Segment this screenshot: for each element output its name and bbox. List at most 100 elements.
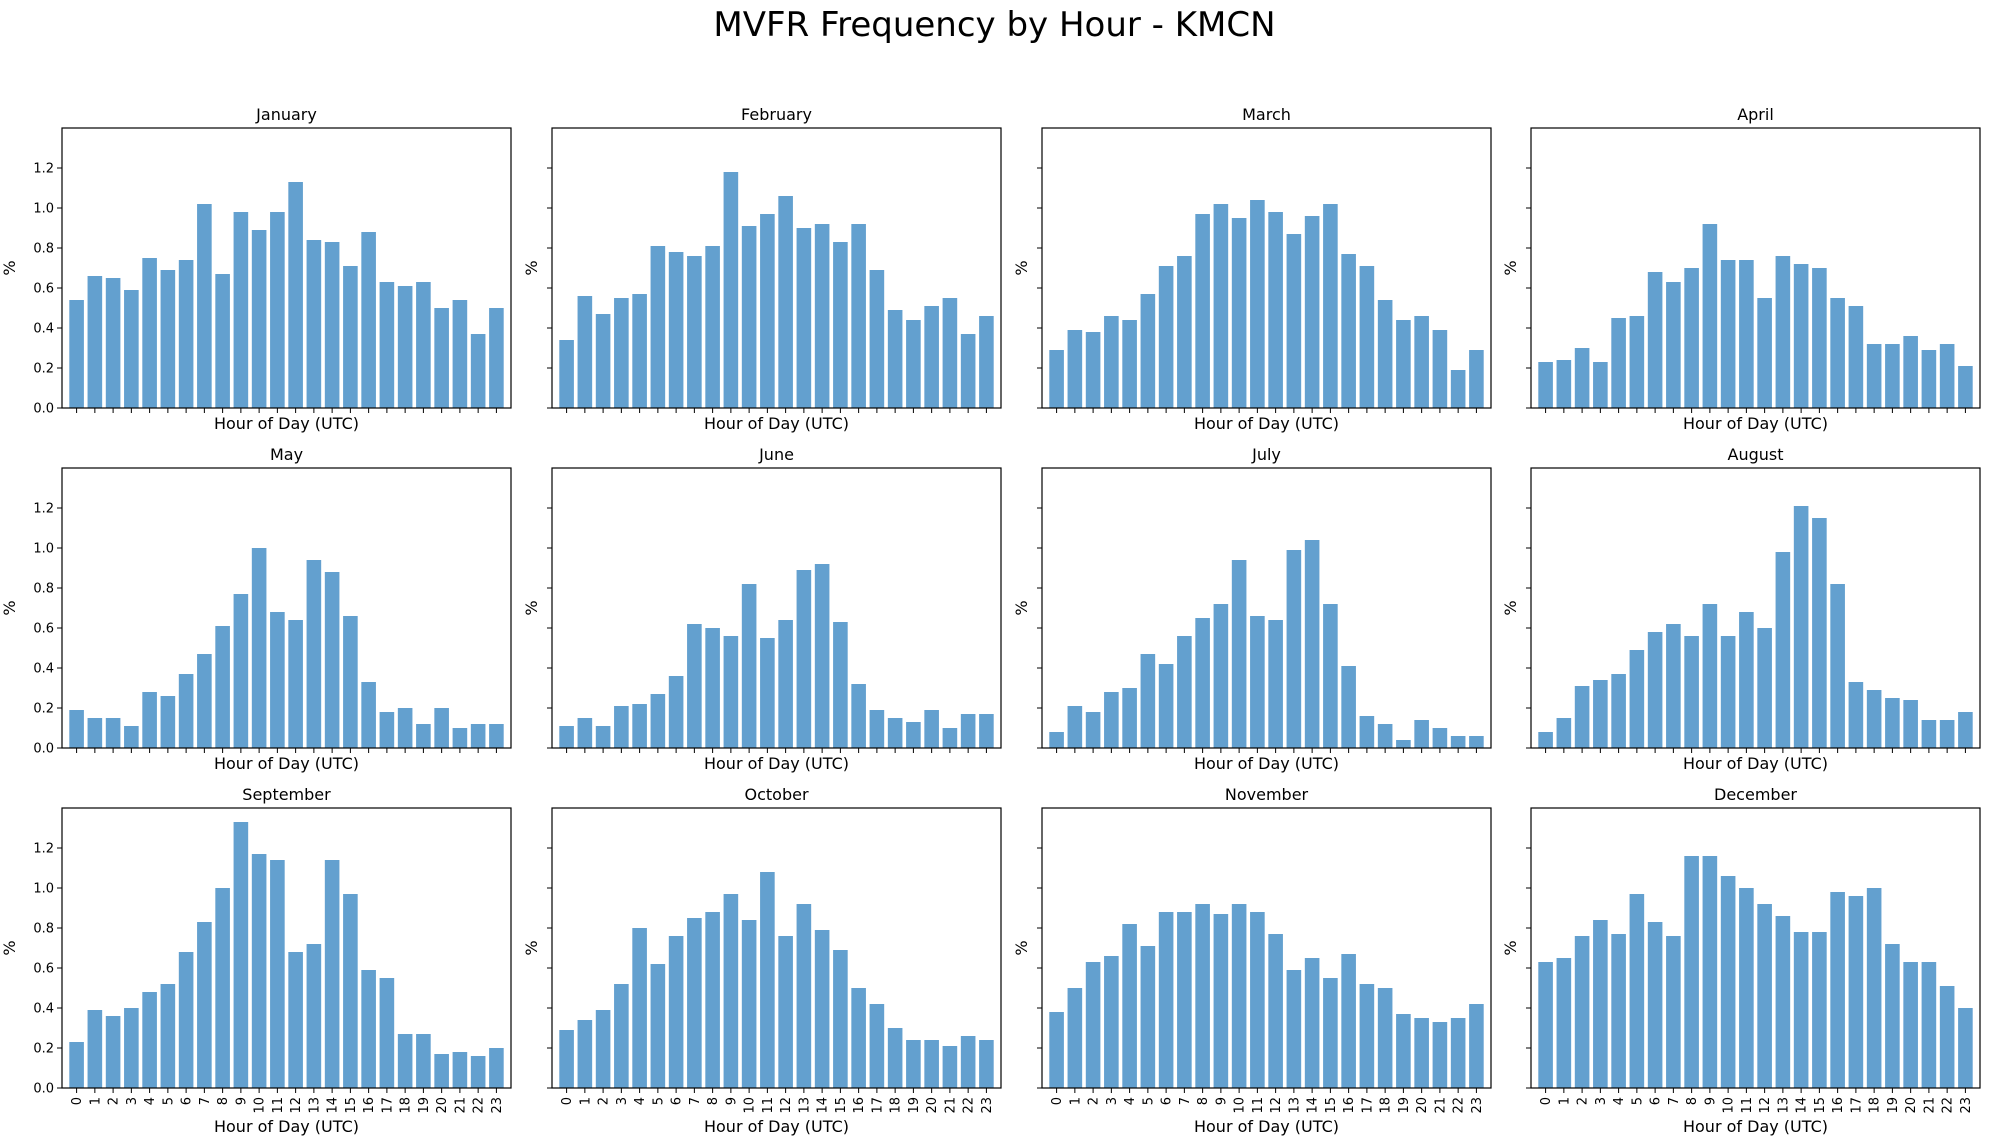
bar [1250, 200, 1265, 408]
bar [650, 694, 666, 748]
bar [343, 266, 358, 408]
bar [1304, 216, 1320, 408]
bar [1793, 506, 1809, 748]
bar [1469, 1004, 1484, 1088]
x-tick-label: 9 [234, 1097, 249, 1105]
bar [559, 340, 574, 408]
x-tick-label: 4 [143, 1097, 158, 1105]
subplot-june: June Hour of Day (UTC)% [522, 445, 1002, 773]
bar [1195, 618, 1210, 748]
bar [1049, 732, 1064, 748]
x-tick-label: 1 [88, 1097, 103, 1105]
bar [489, 1048, 504, 1088]
bar [1885, 944, 1900, 1088]
bar [1958, 366, 1973, 408]
bar [1323, 604, 1338, 748]
bar [379, 712, 395, 748]
x-tick-label: 5 [651, 1097, 666, 1105]
bar [924, 710, 939, 748]
axes-frame [1530, 127, 1981, 409]
bar [1958, 1008, 1973, 1088]
bar [1341, 954, 1356, 1088]
bar [869, 270, 885, 408]
x-tick-label: 17 [380, 1097, 395, 1114]
subplot-august: August Hour of Day (UTC)% [1501, 445, 1981, 773]
bar [1177, 912, 1192, 1088]
x-tick-label: 11 [761, 1097, 776, 1114]
bar [124, 726, 139, 748]
bar [1140, 946, 1156, 1088]
bar [942, 728, 958, 748]
x-axis-label: Hour of Day (UTC) [214, 414, 359, 433]
bar [559, 726, 574, 748]
bar [1848, 306, 1864, 408]
y-axis-label: % [522, 600, 541, 615]
bar [814, 930, 830, 1088]
bar [1085, 712, 1101, 748]
bar [87, 1010, 103, 1088]
x-tick-label: 6 [180, 1097, 195, 1105]
x-tick-label: 2 [597, 1097, 612, 1105]
x-tick-label: 16 [852, 1097, 867, 1114]
x-tick-label: 19 [417, 1097, 432, 1114]
bar [577, 296, 593, 408]
bar [324, 242, 340, 408]
x-tick-label: 2 [107, 1097, 122, 1105]
y-tick-label: 0.6 [33, 962, 54, 977]
bar [1866, 690, 1882, 748]
x-tick-label: 23 [490, 1097, 505, 1114]
bar [270, 860, 285, 1088]
y-tick-label: 0.8 [33, 582, 54, 597]
bar [1702, 856, 1718, 1088]
x-tick-label: 22 [1452, 1097, 1467, 1114]
bar [1085, 332, 1101, 408]
x-tick-label: 21 [1433, 1097, 1448, 1114]
bar [1684, 636, 1699, 748]
bar [288, 182, 303, 408]
axes-frame [551, 467, 1002, 749]
bar [687, 624, 702, 748]
y-tick-label: 1.0 [33, 542, 54, 557]
x-tick-label: 22 [962, 1097, 977, 1114]
y-axis-label: % [1501, 940, 1520, 955]
bar [1593, 362, 1608, 408]
x-tick-label: 11 [271, 1097, 286, 1114]
bar [1830, 892, 1845, 1088]
x-tick-label: 20 [435, 1097, 450, 1114]
subplot-grid: January 0.0 0.2 0.4 0.6 0.8 1.0 1.2 Hour of Day … [0, 105, 1981, 1136]
axes-frame [1530, 807, 1981, 1089]
subplot-title: May [270, 445, 303, 464]
y-axis-label: % [1012, 940, 1031, 955]
y-tick-label: 1.0 [33, 202, 54, 217]
bar [1739, 612, 1754, 748]
y-tick-label: 0.6 [33, 282, 54, 297]
subplot-april: April Hour of Day (UTC)% [1501, 105, 1981, 433]
bar [1793, 264, 1809, 408]
subplot-title: February [741, 105, 812, 124]
bar [1702, 224, 1718, 408]
bar [434, 308, 449, 408]
bar [778, 196, 793, 408]
x-tick-label: 13 [307, 1097, 322, 1114]
bar [251, 854, 267, 1088]
bar [595, 1010, 611, 1088]
y-tick-label: 0.2 [33, 702, 54, 717]
bar [105, 278, 121, 408]
bar [869, 1004, 885, 1088]
bar [1775, 256, 1791, 408]
bar [1574, 936, 1590, 1088]
subplot-july: July Hour of Day (UTC)% [1012, 445, 1492, 773]
subplot-february: February Hour of Day (UTC)% [522, 105, 1002, 433]
bar [361, 232, 376, 408]
bar [1304, 958, 1320, 1088]
bar [760, 638, 775, 748]
x-tick-label: 10 [1233, 1097, 1248, 1114]
bar [324, 572, 340, 748]
x-tick-label: 18 [889, 1097, 904, 1114]
bar [1812, 518, 1827, 748]
bar [1611, 674, 1626, 748]
bar [1250, 912, 1265, 1088]
